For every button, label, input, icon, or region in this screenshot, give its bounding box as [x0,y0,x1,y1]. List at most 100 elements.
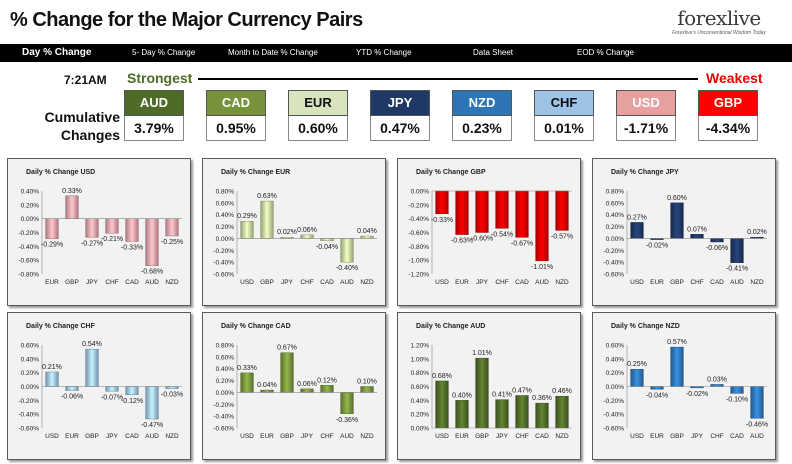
data-label: 0.03% [707,376,727,383]
chart-eur-svg: Daily % Change EUR0.80%0.60%0.40%0.20%0.… [213,169,377,286]
x-tick-label: AUD [340,279,354,286]
data-label: -0.67% [511,240,533,247]
strength-cell-nzd: NZD 0.23% [452,90,512,141]
strength-cell-chf: CHF 0.01% [534,90,594,141]
strength-value: 0.23% [452,116,512,141]
logo-tagline: Forexlive's Unconventional Wisdom Today [672,30,766,36]
x-tick-label: NZD [360,433,374,440]
y-tick-label: 0.60% [216,354,235,361]
data-label: -0.06% [706,245,728,252]
bar-aud [340,392,354,414]
y-tick-label: 0.00% [21,384,40,391]
bar-jpy [495,399,509,429]
data-label: 0.07% [687,226,707,233]
x-tick-label: CAD [320,279,334,286]
data-label: 0.67% [277,345,297,352]
strength-value: 0.01% [534,116,594,141]
strength-value: 0.47% [370,116,430,141]
bar-chf [515,395,529,429]
data-label: -0.46% [746,421,768,428]
x-tick-label: GBP [670,279,684,286]
x-tick-label: CAD [710,279,724,286]
chart-chf: Daily % Change CHF 0.60% 0.40% 0.20% 0.00% -0… [7,312,191,460]
data-label: -0.10% [726,396,748,403]
x-tick-label: USD [240,433,254,440]
bar-cad [125,386,139,396]
bar-eur [260,389,274,393]
chart-usd-svg: Daily % Change USD0.40%0.20%0.00%-0.20%-… [18,169,183,286]
bar-nzd [165,218,179,237]
y-tick-label: -0.40% [213,260,234,267]
strength-cell-cad: CAD 0.95% [206,90,266,141]
x-tick-label: AUD [535,279,549,286]
nav-5day-change[interactable]: 5- Day % Change [132,48,196,57]
chart-chf-svg: Daily % Change CHF 0.60% 0.40% 0.20% 0.00% -0… [18,323,183,440]
nav-ytd-change[interactable]: YTD % Change [356,48,412,57]
strength-currency: NZD [452,90,512,116]
data-label: 0.04% [357,228,377,235]
x-tick-label: USD [435,279,449,286]
y-tick-label: -0.60% [603,272,624,279]
data-label: 0.10% [357,379,377,386]
x-tick-label: USD [435,433,449,440]
data-label: 0.12% [317,377,337,384]
strength-value: -1.71% [616,116,676,141]
x-tick-label: GBP [280,433,294,440]
data-label: -0.54% [491,231,513,238]
bar-aud [750,386,764,419]
x-tick-label: AUD [145,279,159,286]
bar-jpy [85,218,99,238]
data-label: -0.40% [336,265,358,272]
data-label: 0.41% [492,392,512,399]
data-label: 0.04% [257,382,277,389]
x-tick-label: CAD [125,433,139,440]
nav-data-sheet[interactable]: Data Sheet [473,48,514,57]
bar-usd [435,380,449,429]
bar-nzd [555,395,569,429]
data-label: 0.29% [237,213,257,220]
y-tick-label: 0.20% [21,370,40,377]
weakest-label: Weakest [706,70,763,86]
x-tick-label: NZD [165,433,179,440]
strength-scale-line [198,78,698,80]
chart-title: Daily % Change CHF [26,323,96,330]
bar-cad [535,402,549,429]
strength-value: 0.60% [288,116,348,141]
bar-aud [730,238,744,263]
y-tick-label: -0.40% [213,414,234,421]
bar-usd [630,369,644,387]
bar-cad [730,386,744,394]
nav-month-to-date-change[interactable]: Month to Date % Change [228,48,318,57]
x-tick-label: AUD [750,433,764,440]
data-label: -0.68% [141,269,163,276]
bar-gbp [260,200,274,239]
y-tick-label: 0.80% [216,189,235,196]
x-tick-label: JPY [496,433,509,440]
chart-title: Daily % Change JPY [611,169,679,176]
bar-nzd [555,190,569,231]
nav-eod-change[interactable]: EOD % Change [577,48,634,57]
x-tick-label: JPY [281,279,294,286]
y-tick-label: -0.40% [603,260,624,267]
bar-gbp [85,348,99,387]
y-tick-label: -0.60% [18,258,39,265]
y-tick-label: 0.40% [21,356,40,363]
nav-day-change[interactable]: Day % Change [22,47,92,58]
bar-chf [495,190,509,229]
data-label: 0.60% [667,195,687,202]
bar-eur [650,386,664,390]
y-tick-label: 0.00% [21,216,40,223]
y-tick-label: 0.40% [606,356,625,363]
forexlive-logo[interactable]: forexlive Forexlive's Unconventional Wis… [664,6,774,40]
y-tick-label: -1.20% [408,272,429,279]
bar-cad [710,238,724,243]
x-tick-label: EUR [650,279,664,286]
bar-gbp [475,357,489,429]
strength-value: 0.95% [206,116,266,141]
y-tick-label: 0.00% [606,384,625,391]
data-label: -0.06% [61,394,83,401]
nav-bar: Day % Change 5- Day % Change Month to Da… [0,44,792,62]
y-tick-label: -0.20% [213,402,234,409]
cumulative-label-line1: Cumulative [44,109,120,125]
bar-cad [125,218,139,242]
